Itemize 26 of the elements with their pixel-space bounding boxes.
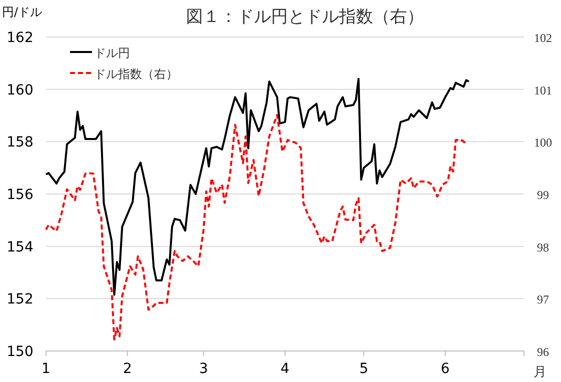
legend-label: ドル指数（右） <box>94 67 178 81</box>
y-tick-label: 150 <box>6 344 34 360</box>
y2-tick-label: 99 <box>537 188 549 202</box>
y-tick-label: 154 <box>6 239 34 256</box>
x-tick-label: 6 <box>440 361 450 377</box>
y2-tick-label: 98 <box>537 240 549 254</box>
x-tick-label: 5 <box>359 361 368 377</box>
legend-label: ドル円 <box>94 46 130 60</box>
x-axis-title: 月 <box>534 365 546 380</box>
y2-tick-label: 101 <box>534 83 552 98</box>
y-tick-label: 158 <box>6 134 34 151</box>
y2-tick-label: 102 <box>534 31 552 45</box>
y-tick-label: 156 <box>6 187 34 203</box>
y2-tick-label: 96 <box>537 345 549 359</box>
x-tick-label: 1 <box>42 361 50 377</box>
chart-title: 図１：ドル円とドル指数（右） <box>186 7 424 27</box>
y-tick-label: 160 <box>6 82 34 98</box>
y-tick-label: 152 <box>6 292 34 308</box>
x-tick-label: 3 <box>199 361 208 377</box>
y2-tick-label: 97 <box>537 292 549 307</box>
line-series <box>45 114 468 340</box>
y-tick-label: 162 <box>6 30 34 46</box>
x-tick-label: 2 <box>122 361 132 377</box>
y2-tick-label: 100 <box>534 136 552 150</box>
x-tick-label: 4 <box>280 361 290 377</box>
y-axis-title: 円/ドル <box>2 5 42 19</box>
